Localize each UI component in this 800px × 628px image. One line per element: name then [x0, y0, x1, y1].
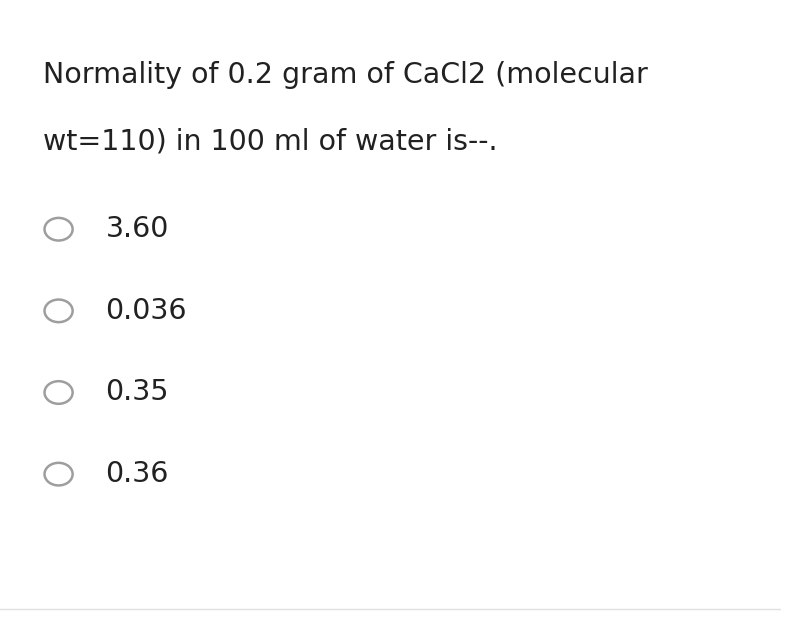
Text: Normality of 0.2 gram of CaCl2 (molecular: Normality of 0.2 gram of CaCl2 (molecula…: [43, 62, 648, 89]
Text: 0.036: 0.036: [106, 297, 187, 325]
Text: 3.60: 3.60: [106, 215, 169, 243]
Text: 0.36: 0.36: [106, 460, 169, 488]
Text: wt=110) in 100 ml of water is--.: wt=110) in 100 ml of water is--.: [43, 127, 498, 155]
Text: 0.35: 0.35: [106, 379, 169, 406]
